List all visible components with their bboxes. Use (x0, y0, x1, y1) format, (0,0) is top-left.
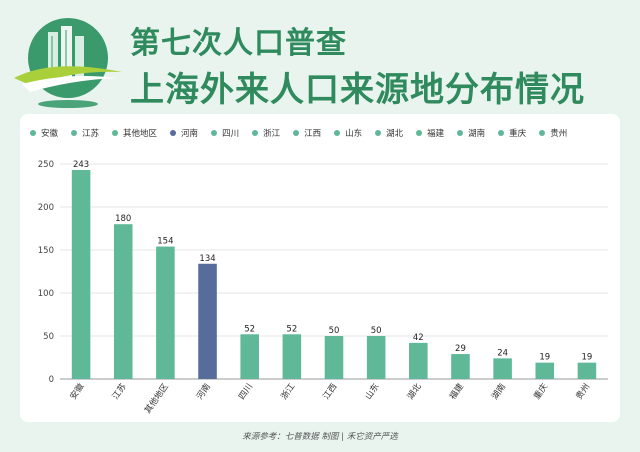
bar-chart: 0 50 100 150 200 250 243 安徽 180 江苏 154 其他地区 134 河南 52 四… (38, 160, 608, 416)
legend-item: 四川 (211, 126, 239, 140)
legend-dot (457, 130, 464, 136)
legend-label: 河南 (181, 129, 199, 139)
y-tick-label: 250 (38, 160, 54, 170)
x-tick-label: 四川 (237, 382, 255, 402)
chart-legend: 安徽 江苏 其他地区 河南 四川 浙江 江西 山东 湖北 福建 湖南 重庆 贵州 (30, 126, 620, 140)
legend-item: 重庆 (498, 126, 526, 140)
logo-icon (14, 18, 122, 108)
bar (409, 342, 428, 379)
legend-item: 浙江 (252, 126, 280, 140)
title-line-1: 第七次人口普查 (130, 26, 347, 61)
bar (451, 354, 470, 379)
data-label: 50 (329, 326, 340, 336)
x-tick-label: 福建 (447, 381, 466, 402)
x-tick-label: 湖北 (406, 382, 424, 402)
data-label: 19 (539, 353, 550, 363)
bar (493, 358, 512, 379)
bar (577, 362, 597, 379)
legend-label: 山东 (345, 129, 363, 139)
bar (324, 336, 344, 379)
legend-item: 贵州 (539, 126, 567, 140)
legend-label: 安徽 (41, 129, 59, 139)
legend-dot (293, 130, 300, 136)
legend-dot (211, 130, 218, 136)
data-label: 243 (73, 160, 89, 170)
legend-label: 湖南 (468, 129, 486, 139)
legend-item: 山东 (334, 126, 362, 140)
legend-label: 四川 (222, 129, 240, 139)
legend-item: 湖北 (375, 126, 403, 140)
data-label: 52 (244, 324, 255, 334)
title-line-2: 上海外来人口来源地分布情况 (130, 70, 585, 110)
legend-dot (498, 130, 505, 136)
legend-dot (71, 130, 78, 136)
legend-item: 湖南 (457, 126, 485, 140)
x-tick-label: 江西 (322, 382, 340, 402)
bar (71, 170, 91, 379)
legend-item: 江苏 (71, 126, 99, 140)
legend-dot (112, 130, 119, 136)
legend-dot (30, 130, 36, 136)
legend-label: 江西 (304, 129, 322, 139)
bar (366, 336, 386, 379)
bar (113, 224, 133, 379)
legend-item: 福建 (416, 126, 444, 140)
legend-dot (539, 130, 546, 136)
data-label: 19 (582, 353, 593, 363)
x-tick-label: 贵州 (574, 381, 593, 401)
legend-dot (252, 130, 259, 136)
y-tick-label: 50 (43, 332, 54, 342)
data-label: 29 (455, 344, 466, 354)
data-label: 154 (157, 237, 173, 247)
data-label: 24 (497, 348, 508, 358)
x-tick-label: 重庆 (531, 381, 550, 402)
bar (240, 334, 259, 379)
bar (198, 263, 217, 379)
legend-dot (170, 130, 177, 136)
x-tick-label: 河南 (194, 381, 213, 401)
legend-label: 浙江 (263, 129, 281, 139)
legend-label: 贵州 (550, 129, 568, 139)
legend-label: 其他地区 (123, 129, 158, 139)
source-note: 来源参考：七普数据 制图 | 禾它资产严选 (242, 432, 398, 442)
legend-dot (416, 130, 423, 136)
data-label: 42 (413, 333, 424, 343)
data-label: 134 (199, 254, 215, 264)
data-label: 180 (115, 214, 131, 224)
x-tick-label: 湖南 (489, 381, 508, 401)
legend-dot (334, 130, 341, 136)
legend-label: 江苏 (82, 129, 100, 139)
bar (156, 246, 175, 379)
data-label: 50 (371, 326, 382, 336)
x-tick-label: 山东 (363, 381, 382, 401)
y-tick-label: 0 (49, 375, 54, 385)
data-label: 52 (286, 324, 297, 334)
legend-item: 其他地区 (112, 126, 157, 140)
y-tick-label: 200 (38, 203, 54, 213)
y-tick-label: 150 (38, 246, 54, 256)
bar (535, 362, 555, 379)
x-tick-label: 安徽 (68, 381, 87, 402)
legend-dot (375, 130, 382, 136)
x-tick-label: 其他地区 (142, 381, 171, 416)
x-tick-label: 浙江 (279, 381, 298, 402)
legend-item: 安徽 (30, 126, 58, 140)
legend-item: 江西 (293, 126, 321, 140)
bar (282, 334, 302, 379)
legend-label: 湖北 (386, 129, 404, 139)
legend-item: 河南 (170, 126, 198, 140)
legend-label: 福建 (427, 129, 445, 139)
legend-label: 重庆 (509, 129, 527, 139)
x-tick-label: 江苏 (110, 381, 129, 402)
y-tick-label: 100 (38, 289, 54, 299)
